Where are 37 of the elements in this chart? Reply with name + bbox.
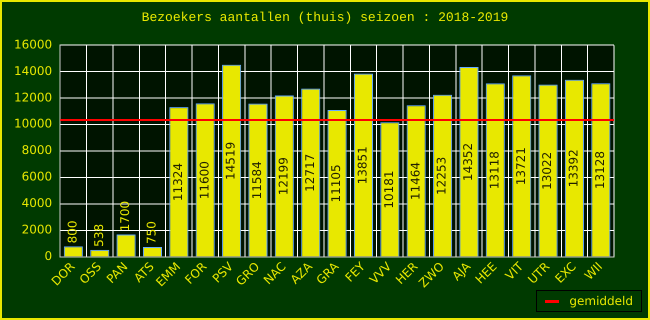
data-label: 11584 (250, 161, 264, 200)
y-tick-label: 4000 (22, 196, 52, 210)
y-tick-label: 12000 (14, 90, 52, 104)
data-label: 800 (65, 220, 80, 244)
data-label: 11324 (170, 162, 185, 202)
legend-label: gemiddeld (569, 294, 633, 308)
data-label: 13721 (514, 147, 528, 186)
data-label: 11600 (197, 161, 212, 200)
data-label: 14519 (224, 142, 238, 180)
y-tick-label: 16000 (14, 37, 52, 52)
data-label: 13392 (566, 149, 581, 188)
y-tick-label: 0 (44, 249, 52, 264)
data-label: 13118 (487, 151, 502, 190)
y-tick-label: 8000 (22, 143, 52, 158)
data-label: 12717 (302, 154, 317, 192)
data-label: 11105 (329, 164, 344, 203)
x-tick-label: WII (582, 259, 606, 283)
data-label: 1700 (118, 200, 132, 232)
data-label: 538 (92, 224, 106, 247)
y-tick-label: 6000 (22, 170, 52, 184)
data-label: 12199 (276, 157, 290, 196)
data-label: 13851 (356, 146, 370, 184)
data-label: 750 (144, 221, 159, 244)
data-label: 12253 (434, 156, 449, 195)
data-label: 11464 (408, 162, 422, 200)
chart-title: Bezoekers aantallen (thuis) seizoen : 2018-2019 (140, 10, 510, 25)
data-label: 13022 (540, 152, 554, 190)
y-tick-label: 10000 (14, 116, 52, 131)
x-tick-label: VIT (502, 258, 526, 283)
x-tick-label: AJA (449, 258, 474, 284)
x-tick-label: GRA (314, 258, 342, 288)
x-tick-label: UTR (525, 259, 552, 287)
y-tick-label: 14000 (14, 64, 52, 78)
data-label: 14352 (461, 142, 476, 182)
data-label: 10181 (382, 170, 396, 209)
y-tick-label: 2000 (22, 222, 52, 237)
data-label: 13128 (592, 150, 607, 190)
